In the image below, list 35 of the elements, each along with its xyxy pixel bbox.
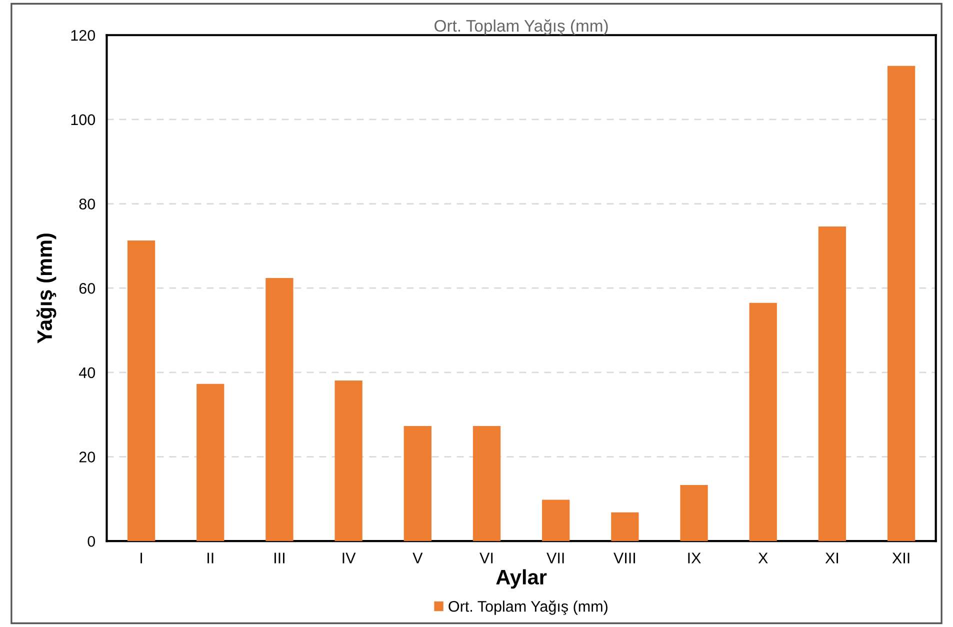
bar [196, 384, 224, 542]
y-tick-label: 60 [79, 282, 96, 294]
x-tick-label: VII [546, 552, 564, 564]
y-tick-label: 80 [79, 198, 96, 210]
x-axis-title: Aylar [496, 569, 547, 589]
x-tick-label: VI [480, 552, 493, 564]
y-tick-label: 0 [88, 536, 96, 547]
bar [127, 240, 156, 542]
bar [334, 380, 362, 542]
x-tick-label: II [208, 552, 214, 564]
y-tick-label: 40 [78, 367, 96, 378]
legend-label: Ort. Toplam Yağış (mm) [448, 600, 608, 615]
x-tick-label: IV [342, 552, 356, 564]
x-tick-label: V [412, 552, 423, 564]
x-tick-label: X [758, 552, 768, 564]
x-tick-label: IX [688, 552, 701, 564]
x-tick-label: III [274, 552, 284, 564]
bar [887, 66, 916, 542]
bar [680, 485, 708, 542]
bar [542, 500, 570, 542]
x-tick-label: XI [825, 552, 838, 564]
bar [749, 302, 777, 542]
bar [611, 512, 639, 542]
x-tick-label: XII [892, 552, 910, 564]
bar [818, 226, 846, 542]
bar [472, 426, 501, 542]
x-tick-label: VIII [614, 552, 635, 564]
y-tick-label: 100 [71, 114, 96, 126]
y-tick-label: 20 [79, 452, 96, 462]
y-tick-label: 120 [71, 30, 96, 41]
bar [266, 278, 294, 542]
y-axis-title: Yağış (mm) [36, 234, 56, 344]
chart-title: Ort. Toplam Yağış (mm) [434, 19, 608, 36]
x-tick-label: I [140, 552, 142, 564]
bar [404, 426, 432, 542]
